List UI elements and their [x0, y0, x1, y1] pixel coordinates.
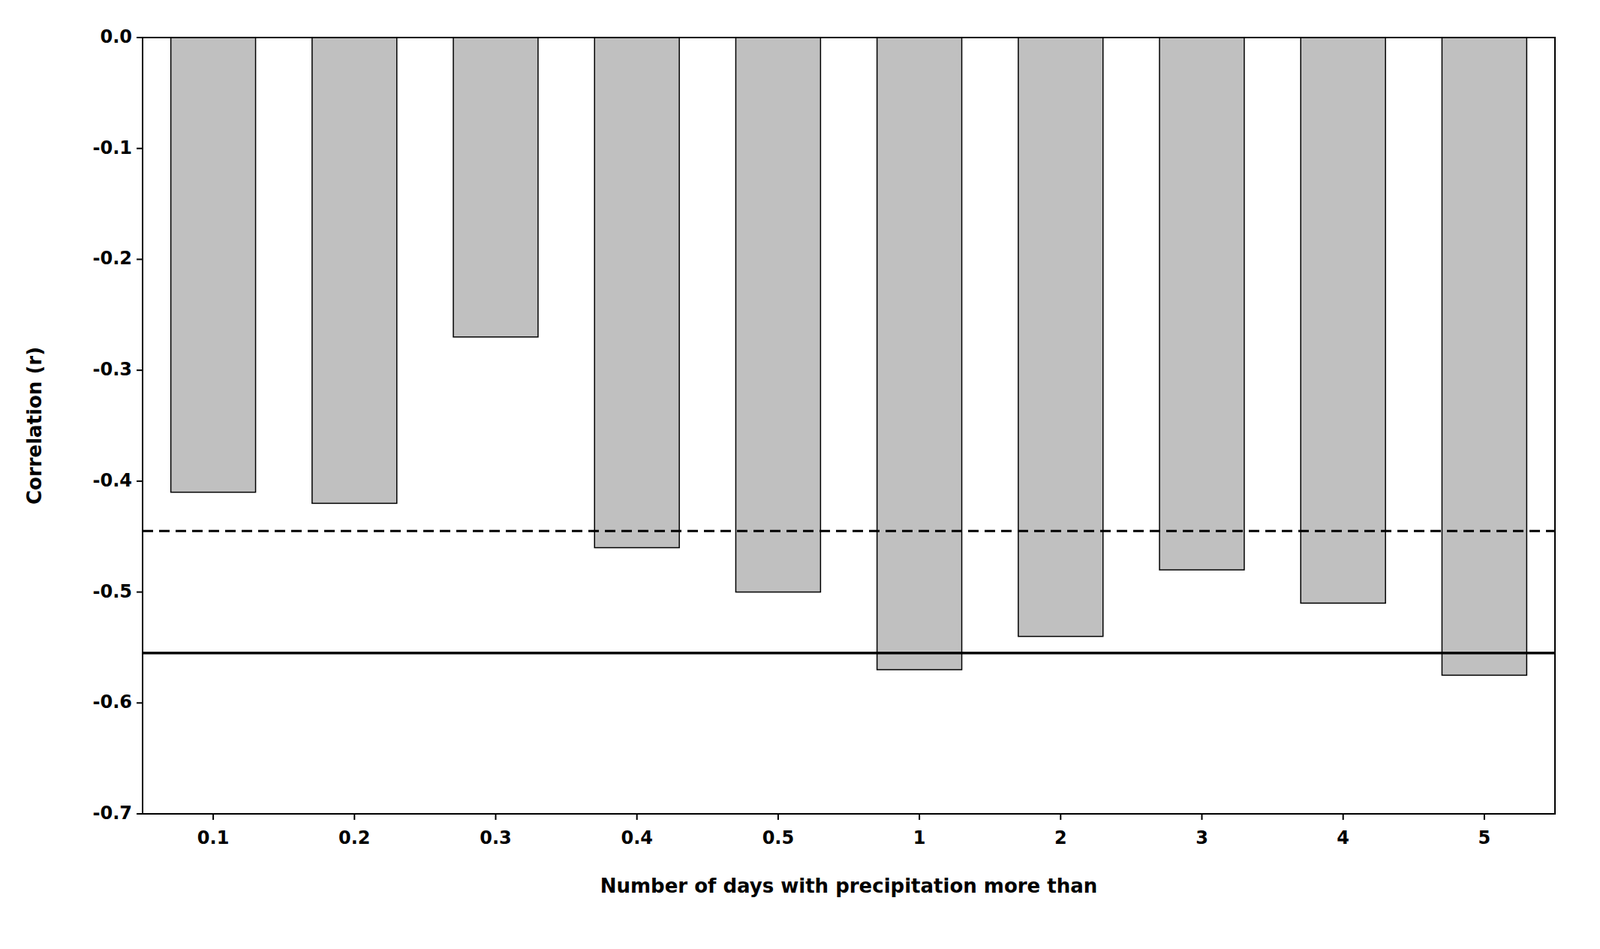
- y-tick-label: 0.0: [99, 26, 133, 48]
- x-tick-label: 5: [1478, 827, 1492, 849]
- x-tick-label: 0.1: [197, 827, 230, 849]
- x-tick-label: 1: [913, 827, 927, 849]
- x-tick: [636, 813, 638, 820]
- x-tick: [353, 813, 355, 820]
- bar: [171, 37, 256, 493]
- x-tick-label: 4: [1336, 827, 1350, 849]
- x-tick-label: 0.2: [338, 827, 371, 849]
- x-tick: [918, 813, 921, 820]
- y-tick-label: -0.7: [93, 802, 133, 824]
- frame: [142, 37, 1555, 814]
- y-tick: [136, 812, 143, 815]
- x-tick: [1342, 813, 1345, 820]
- x-tick-label: 0.3: [479, 827, 512, 849]
- x-axis-label: Number of days with precipitation more t…: [600, 874, 1098, 897]
- x-tick: [212, 813, 214, 820]
- y-tick-label: -0.2: [93, 247, 133, 269]
- marks: [142, 37, 1555, 675]
- bar: [312, 37, 397, 503]
- y-tick-label: -0.1: [93, 137, 133, 159]
- x-tick: [1483, 813, 1486, 820]
- y-tick: [136, 591, 143, 593]
- y-tick: [136, 36, 143, 39]
- y-tick-label: -0.6: [93, 691, 133, 713]
- bar: [1159, 37, 1245, 570]
- x-tick-label: 0.5: [762, 827, 795, 849]
- bar: [1018, 37, 1104, 637]
- x-tick-label: 2: [1054, 827, 1068, 849]
- bar: [735, 37, 821, 593]
- x-tick-label: 0.4: [620, 827, 653, 849]
- x-tick: [1059, 813, 1062, 820]
- reference-line: [142, 651, 1555, 655]
- x-tick: [777, 813, 779, 820]
- y-tick-label: -0.5: [93, 580, 133, 602]
- y-tick: [136, 369, 143, 371]
- bar: [877, 37, 963, 670]
- chart: 0.0 -0.1 -0.2 -0.3 -0.4 -0.5 -0.6 -0.7 0.1 0.2 0.3…: [0, 0, 1600, 949]
- y-tick: [136, 258, 143, 260]
- reference-line: [142, 529, 1555, 533]
- y-tick-label: -0.4: [93, 469, 133, 491]
- x-tick: [495, 813, 497, 820]
- y-tick: [136, 480, 143, 482]
- bar: [1441, 37, 1527, 675]
- x-tick: [1201, 813, 1204, 820]
- bar: [594, 37, 680, 548]
- bar: [453, 37, 539, 337]
- x-tick-label: 3: [1195, 827, 1209, 849]
- y-tick: [136, 701, 143, 704]
- bar: [1300, 37, 1386, 603]
- plot-area: [142, 37, 1555, 814]
- y-axis-label: Correlation (r): [23, 346, 46, 505]
- y-tick: [136, 147, 143, 150]
- y-tick-label: -0.3: [93, 358, 133, 380]
